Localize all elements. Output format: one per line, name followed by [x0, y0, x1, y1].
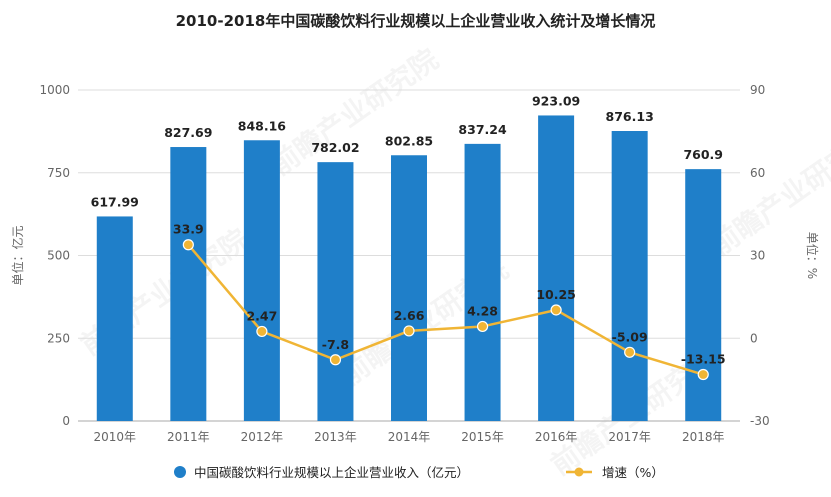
legend-swatch-line-marker [574, 467, 584, 477]
bar [170, 147, 207, 421]
line-point [550, 304, 562, 316]
x-tick-label: 2018年 [682, 430, 725, 444]
y-tick-label-right: -30 [750, 414, 770, 428]
legend-label-line: 增速（%） [602, 465, 664, 480]
y-tick-label-left: 750 [47, 166, 70, 180]
bar-value-label: 827.69 [164, 125, 212, 140]
legend-label-bar: 中国碳酸饮料行业规模以上企业营业收入（亿元） [194, 465, 469, 480]
y-tick-label-right: 0 [750, 331, 758, 345]
line-value-label: 10.25 [536, 287, 576, 302]
line-value-label: -5.09 [612, 329, 648, 344]
bar-value-label: 782.02 [311, 140, 359, 155]
bar [538, 115, 575, 421]
line-series-growth [187, 243, 704, 376]
y-tick-label-left: 1000 [39, 83, 70, 97]
line-point [182, 239, 194, 251]
line-value-label: 33.9 [173, 222, 204, 237]
line-point [697, 368, 709, 381]
line-point [329, 354, 342, 366]
y-tick-label-left: 250 [47, 331, 70, 345]
y-tick-label-right: 60 [750, 166, 765, 180]
x-tick-label: 2012年 [241, 430, 284, 444]
bar [96, 216, 133, 421]
bar [464, 143, 501, 421]
line-value-label: -7.8 [322, 337, 349, 352]
bar-value-label: 876.13 [606, 109, 654, 124]
bar-value-label: 617.99 [91, 194, 139, 209]
bar [611, 131, 648, 421]
y-tick-label-right: 30 [750, 249, 765, 263]
line-value-label: -13.15 [681, 352, 726, 367]
y-tick-label-left: 0 [62, 414, 70, 428]
y-tick-label-left: 500 [47, 249, 70, 263]
x-tick-label: 2013年 [314, 430, 357, 444]
x-tick-label: 2016年 [535, 430, 578, 444]
x-tick-label: 2010年 [94, 430, 137, 444]
line-point [476, 320, 489, 333]
bar-value-label: 848.16 [238, 118, 287, 133]
bar-value-label: 760.9 [683, 147, 723, 162]
x-tick-label: 2011年 [167, 430, 210, 444]
line-value-label: 4.28 [467, 303, 498, 318]
bar [243, 140, 280, 421]
line-point [403, 325, 415, 337]
chart-title: 2010-2018年中国碳酸饮料行业规模以上企业营业收入统计及增长情况 [175, 12, 656, 30]
x-tick-label: 2015年 [461, 430, 504, 444]
bar-value-label: 802.85 [385, 133, 433, 148]
y-axis-title-right: 单位：% [805, 232, 820, 279]
x-tick-label: 2017年 [608, 430, 651, 444]
bar [317, 162, 354, 422]
line-point [256, 325, 268, 338]
bar [391, 155, 427, 421]
x-tick-label: 2014年 [388, 430, 431, 444]
line-value-label: 2.66 [394, 308, 425, 323]
legend-swatch-bar [174, 466, 186, 478]
bar-value-label: 923.09 [532, 93, 580, 108]
bar [685, 169, 722, 421]
bar-value-label: 837.24 [458, 122, 507, 137]
y-axis-title-left: 单位：亿元 [10, 225, 25, 285]
y-tick-label-right: 90 [750, 83, 765, 97]
line-value-label: 2.47 [246, 308, 277, 323]
line-point [624, 346, 636, 358]
